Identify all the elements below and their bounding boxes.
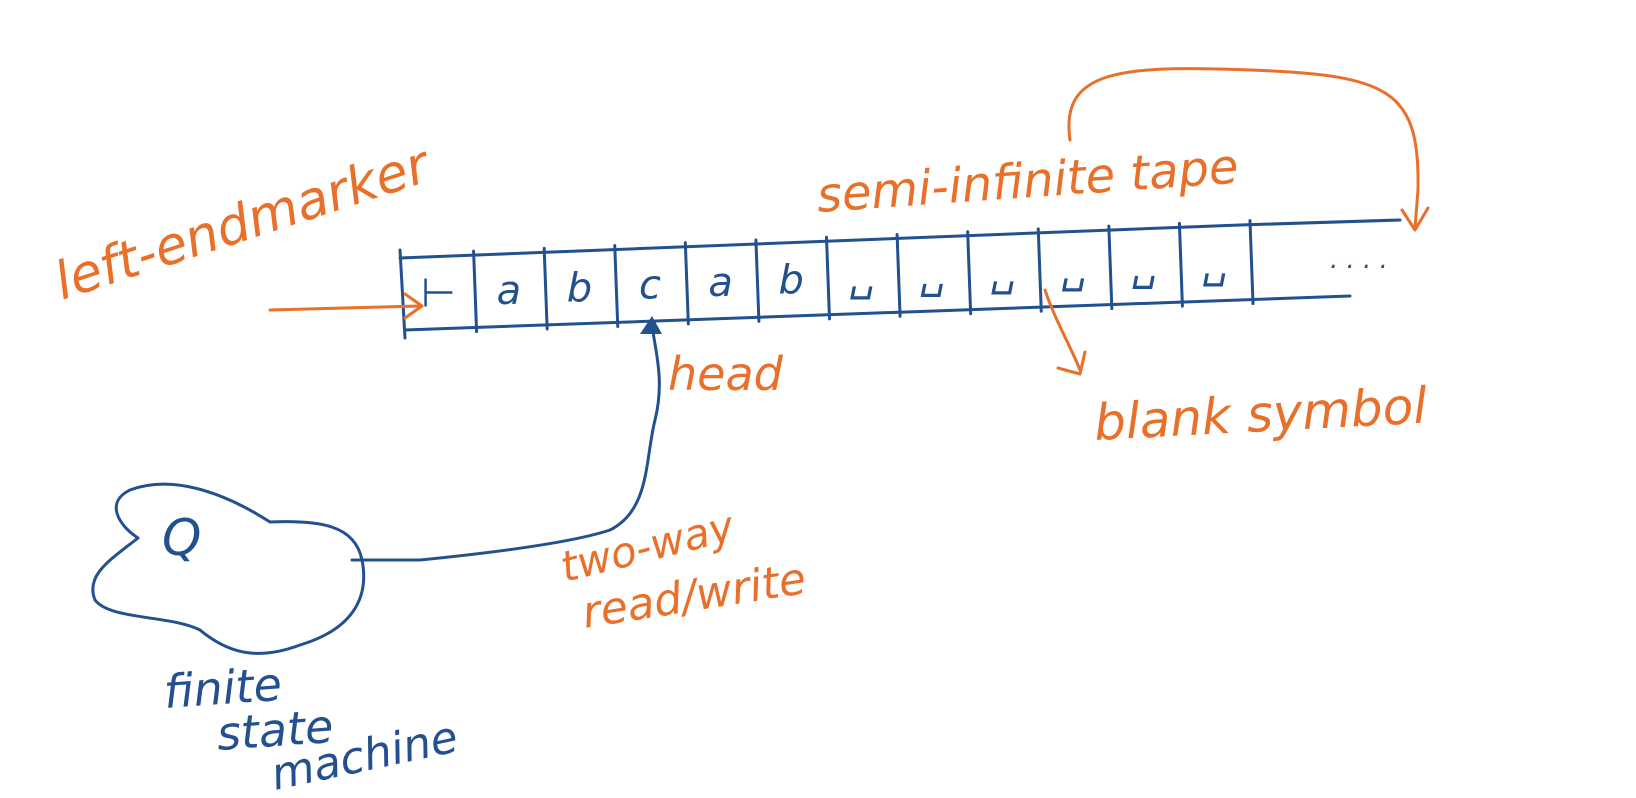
tape-extends-arrowhead bbox=[1400, 206, 1430, 232]
tape-cell-divider bbox=[1248, 219, 1255, 306]
state-q-label: Q bbox=[162, 509, 201, 567]
tape-cell-symbol: c bbox=[639, 263, 661, 309]
tape-cell-divider bbox=[1036, 227, 1043, 313]
tape-cell-symbol: a bbox=[708, 260, 733, 306]
tape-bottom-edge bbox=[403, 294, 1352, 332]
tape-top-extension bbox=[1238, 218, 1402, 227]
semi-infinite-tape-label: semi-infinite tape bbox=[815, 139, 1240, 224]
tape-cell-dividers bbox=[472, 219, 1255, 334]
tape-top-edge bbox=[398, 223, 1242, 260]
head-read-write-line bbox=[350, 323, 661, 562]
tape-extends-arrow bbox=[1067, 67, 1420, 230]
tape-cell-symbol: ␣ bbox=[1131, 244, 1156, 290]
tape-cell-symbol: b bbox=[567, 265, 592, 311]
finite-state-machine-blob bbox=[91, 482, 366, 655]
tape-left-edge bbox=[398, 248, 407, 340]
blank-symbol-label: blank symbol bbox=[1093, 377, 1429, 452]
head-arrowhead bbox=[640, 316, 662, 334]
tape-cell-divider bbox=[825, 235, 831, 321]
tape-cell-divider bbox=[895, 232, 902, 318]
tape-cell-divider bbox=[613, 244, 620, 328]
tape-cell-divider bbox=[472, 249, 479, 334]
tape-cell-divider bbox=[754, 238, 761, 323]
tape-cell-symbol: ␣ bbox=[920, 252, 945, 298]
tape-cell-symbol: b bbox=[779, 257, 804, 303]
tape-cell-divider bbox=[683, 241, 690, 326]
tape-cell-symbol: ␣ bbox=[1061, 247, 1086, 293]
left-endmarker-label: left-endmarker bbox=[47, 134, 439, 312]
left-endmarker-arrowhead bbox=[403, 292, 424, 320]
tape-cell-divider bbox=[1177, 221, 1184, 308]
tape-cell-symbol: ␣ bbox=[849, 255, 874, 301]
tape: ⊢ a b c a b ␣ ␣ ␣ ␣ ␣ ␣ . . . . bbox=[398, 218, 1402, 340]
tape-continuation-dots: . . . . bbox=[1330, 245, 1388, 275]
tape-cells: ⊢ a b c a b ␣ ␣ ␣ ␣ ␣ ␣ bbox=[421, 241, 1228, 316]
blank-symbol-arrowhead bbox=[1056, 350, 1087, 376]
tape-cell-divider bbox=[966, 230, 973, 316]
tape-cell-divider bbox=[542, 246, 549, 331]
tape-cell-symbol: ␣ bbox=[990, 249, 1015, 295]
head-label: head bbox=[668, 347, 784, 401]
blank-symbol-arrow bbox=[1043, 288, 1082, 372]
tape-cell-symbol: a bbox=[497, 268, 522, 314]
fsm-caption-line2: state bbox=[215, 699, 335, 761]
fsm-caption-line1: finite bbox=[162, 657, 283, 719]
tape-cell-symbol: ⊢ bbox=[421, 271, 456, 317]
left-endmarker-arrow bbox=[268, 304, 422, 312]
tape-cell-symbol: ␣ bbox=[1202, 241, 1227, 287]
tape-cell-divider bbox=[1107, 224, 1114, 311]
